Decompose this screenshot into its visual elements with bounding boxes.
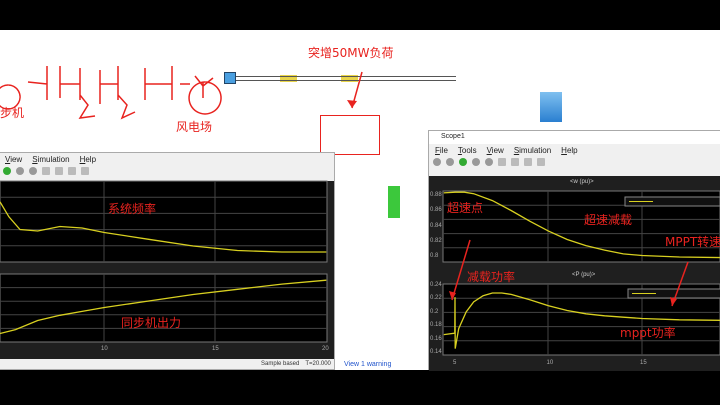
annotation-deload-power: 减载功率 [467, 270, 516, 284]
y-tick: 0.24 [430, 282, 442, 288]
y-tick: 0.8 [430, 253, 439, 259]
x-tick: 20 [322, 346, 329, 352]
view-warning-link[interactable]: View 1 warning [344, 361, 392, 368]
stop-icon[interactable] [29, 167, 37, 175]
line-block[interactable] [280, 75, 297, 82]
line-block[interactable] [341, 75, 358, 82]
wind-turbine-block[interactable] [224, 72, 236, 84]
edit-icon[interactable] [537, 158, 545, 166]
arrow-head [347, 100, 357, 108]
x-tick: 15 [640, 360, 647, 366]
left-toolbar [0, 165, 334, 177]
subsystem-block[interactable] [388, 186, 400, 218]
x-tick: 5 [453, 360, 457, 366]
autoscale-icon[interactable] [524, 158, 532, 166]
annotation-load-step: 突增50MW负荷 [308, 46, 394, 60]
series-line [0, 279, 327, 335]
highlight-icon[interactable] [42, 167, 50, 175]
annotation-overspeed-deload: 超速减载 [584, 213, 633, 227]
menu-file[interactable]: File [435, 145, 448, 155]
menu-simulation[interactable]: Simulation [32, 154, 70, 164]
controller-block[interactable] [540, 92, 562, 122]
highlight-icon[interactable] [498, 158, 506, 166]
scope-title: Scope1 [429, 131, 720, 144]
y-tick: 0.88 [430, 192, 442, 198]
annotation-stroke [451, 239, 471, 301]
menu-view[interactable]: View [5, 154, 23, 164]
annotation-wind-farm: 风电场 [176, 120, 213, 134]
x-tick: 10 [546, 360, 554, 366]
annotation-sync-gen: 步机 [0, 106, 25, 120]
y-tick: 0.22 [430, 295, 442, 302]
bottom-plot-title: <P (pu)> [572, 272, 596, 278]
top-plot-title: <w (pu)> [570, 179, 594, 185]
run-icon[interactable] [459, 158, 467, 166]
bus-line [236, 80, 456, 81]
x-tick: 10 [101, 346, 108, 352]
sim-time: T=20.000 [305, 361, 331, 367]
zoom-icon[interactable] [511, 158, 519, 166]
y-tick: 0.86 [430, 207, 442, 214]
y-tick: 0.14 [430, 349, 442, 355]
legend-box [624, 196, 720, 207]
menu-view[interactable]: View [486, 145, 504, 155]
series-line [0, 201, 327, 253]
right-toolbar [429, 156, 720, 168]
menu-tools[interactable]: Tools [457, 145, 477, 155]
bus-line [236, 76, 456, 77]
y-tick: 0.82 [430, 237, 442, 244]
menu-simulation[interactable]: Simulation [513, 145, 552, 155]
run-icon[interactable] [3, 167, 11, 175]
breaker-highlight[interactable] [320, 115, 380, 155]
y-tick: 0.2 [430, 308, 439, 315]
annotation-stroke [99, 66, 173, 120]
step-icon[interactable] [472, 158, 480, 166]
series-line [443, 292, 720, 349]
series-line [443, 191, 720, 259]
left-menu-bar: View Simulation Help [0, 153, 334, 165]
annotation-sync-output: 同步机出力 [121, 316, 182, 330]
y-tick: 0.84 [430, 222, 442, 229]
annotation-system-freq: 系统频率 [108, 202, 157, 216]
annotation-stroke [0, 84, 21, 110]
y-tick: 0.18 [430, 322, 442, 329]
axes-box [442, 190, 720, 263]
step-icon[interactable] [16, 167, 24, 175]
annotation-stroke [27, 66, 96, 119]
arrow-head [670, 297, 677, 306]
stop-icon[interactable] [485, 158, 493, 166]
axes-box [0, 180, 328, 263]
settings-icon[interactable] [433, 158, 441, 166]
annotation-mppt-speed: MPPT转速 [665, 235, 720, 249]
annotation-overspeed-point: 超速点 [447, 201, 484, 215]
arrow-head [449, 291, 456, 300]
settings-icon[interactable] [81, 167, 89, 175]
y-tick: 0.16 [430, 335, 442, 342]
autoscale-icon[interactable] [68, 167, 76, 175]
zoom-icon[interactable] [55, 167, 63, 175]
annotation-mppt-power: mppt功率 [620, 326, 676, 340]
annotation-stroke [188, 75, 222, 115]
menu-help[interactable]: Help [561, 145, 578, 155]
back-icon[interactable] [446, 158, 454, 166]
x-tick: 15 [212, 346, 219, 352]
menu-help[interactable]: Help [79, 154, 97, 164]
sample-mode: Sample based [261, 361, 300, 367]
